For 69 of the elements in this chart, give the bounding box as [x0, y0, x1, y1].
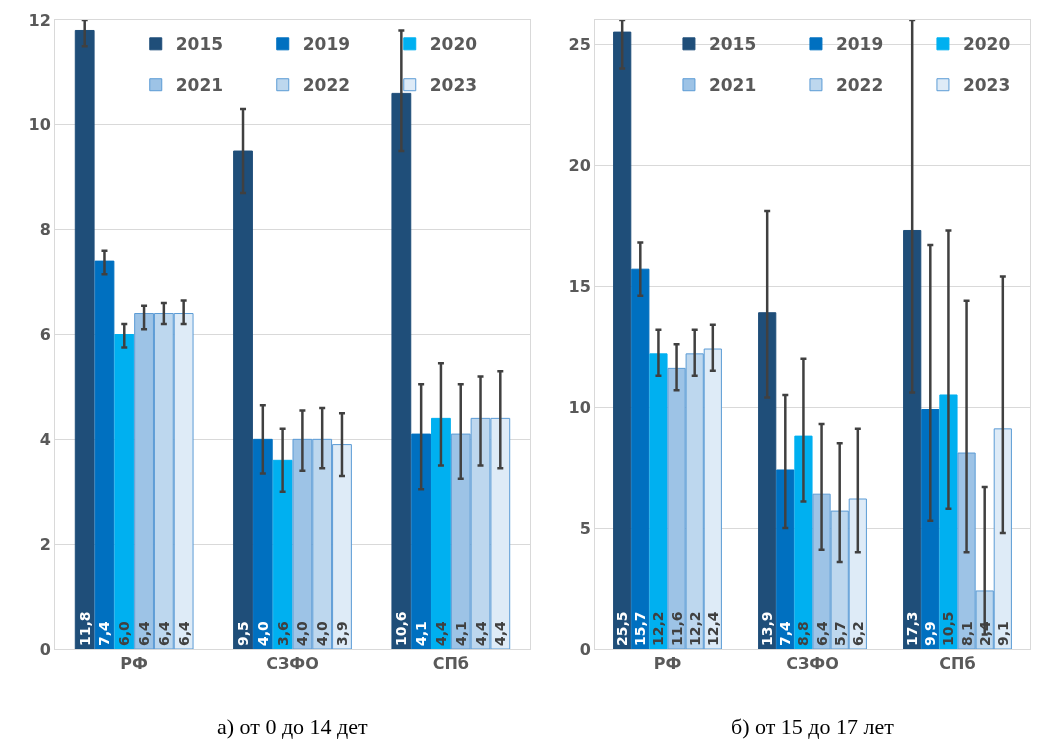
legend-label: 2021	[175, 75, 224, 96]
data-label: 6,4	[155, 620, 172, 646]
data-label: 4,4	[432, 620, 449, 646]
data-label: 17,3	[904, 611, 921, 646]
x-tick-label: СПб	[432, 654, 469, 674]
data-label: 6,2	[849, 621, 866, 646]
data-label: 7,4	[777, 620, 794, 646]
legend-label: 2023	[429, 75, 478, 96]
data-label: 9,5	[235, 621, 252, 646]
data-label: 5,7	[831, 621, 848, 646]
y-tick-label: 0	[579, 639, 591, 659]
data-label: 12,4	[704, 611, 721, 646]
x-tick-label: СЗФО	[786, 654, 839, 674]
data-label: 15,7	[632, 611, 649, 646]
data-label: 2,4	[976, 620, 993, 646]
x-tick-label: РФ	[653, 654, 682, 674]
y-tick-label: 4	[39, 429, 51, 449]
data-label: 11,6	[668, 611, 685, 646]
data-label: 10,6	[393, 611, 410, 646]
y-tick-label: 10	[568, 397, 591, 417]
y-tick-label: 12	[28, 10, 51, 30]
legend-label: 2019	[835, 34, 884, 55]
data-label: 6,4	[813, 620, 830, 646]
y-tick-label: 0	[39, 639, 51, 659]
data-label: 4,1	[452, 621, 469, 646]
y-tick-label: 5	[579, 518, 591, 538]
y-tick-label: 10	[28, 115, 51, 135]
legend-label: 2022	[835, 75, 884, 96]
data-label: 4,0	[314, 620, 331, 646]
data-label: 4,4	[492, 620, 509, 646]
y-tick-label: 25	[568, 34, 591, 54]
y-tick-label: 6	[39, 325, 51, 345]
y-tick-label: 20	[568, 155, 591, 175]
data-label: 7,4	[96, 620, 113, 646]
y-tick-label: 2	[39, 534, 51, 554]
data-label: 3,6	[274, 621, 291, 646]
legend-label: 2015	[175, 34, 224, 55]
data-label: 4,0	[254, 620, 271, 646]
x-tick-label: СПб	[939, 654, 976, 674]
x-tick-label: СЗФО	[266, 654, 319, 674]
data-label: 3,9	[333, 621, 350, 646]
legend-label: 2021	[708, 75, 757, 96]
data-label: 8,1	[958, 621, 975, 646]
data-label: 12,2	[650, 611, 667, 646]
data-label: 25,5	[614, 611, 631, 646]
legend-label: 2019	[302, 34, 351, 55]
legend-label: 2020	[429, 34, 478, 55]
data-label: 11,8	[76, 611, 93, 646]
data-label: 10,5	[940, 611, 957, 646]
x-tick-label: РФ	[120, 654, 149, 674]
data-label: 13,9	[759, 611, 776, 646]
data-label: 4,0	[294, 620, 311, 646]
data-label: 9,1	[994, 621, 1011, 646]
data-label: 6,0	[116, 620, 133, 646]
legend-label: 2023	[962, 75, 1011, 96]
data-label: 6,4	[175, 620, 192, 646]
data-label: 8,8	[795, 621, 812, 646]
data-label: 12,2	[686, 611, 703, 646]
y-tick-label: 15	[568, 276, 591, 296]
legend-label: 2015	[708, 34, 757, 55]
data-label: 6,4	[136, 620, 153, 646]
legend-label: 2022	[302, 75, 351, 96]
text: б) от 15 до 17 лет	[731, 714, 895, 739]
legend-label: 2020	[962, 34, 1011, 55]
data-label: 9,9	[922, 621, 939, 646]
text: а) от 0 до 14 дет	[217, 714, 369, 739]
data-label: 4,1	[413, 621, 430, 646]
data-label: 4,4	[472, 620, 489, 646]
y-tick-label: 8	[39, 220, 51, 240]
